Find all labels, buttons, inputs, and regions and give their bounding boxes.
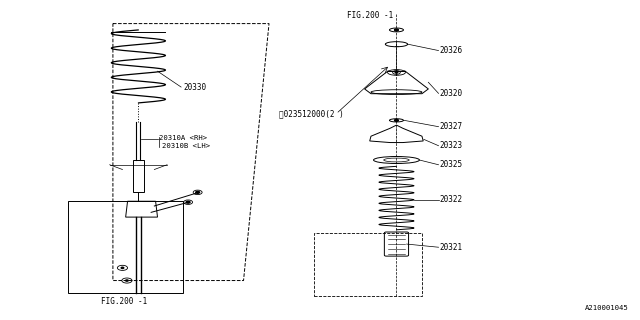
Circle shape	[186, 201, 190, 203]
Text: 20326: 20326	[440, 46, 463, 55]
Text: 20327: 20327	[440, 122, 463, 131]
Circle shape	[394, 29, 398, 31]
Circle shape	[394, 119, 398, 121]
Bar	[68, 201, 183, 293]
Text: 20321: 20321	[440, 243, 463, 252]
Text: 20330: 20330	[183, 83, 206, 92]
Circle shape	[121, 267, 124, 268]
Text: 20310B <LH>: 20310B <LH>	[162, 143, 210, 149]
Text: 20325: 20325	[440, 160, 463, 169]
Circle shape	[125, 280, 128, 281]
Circle shape	[196, 191, 200, 193]
Text: 20323: 20323	[440, 141, 463, 150]
Circle shape	[395, 72, 397, 73]
Bar	[132, 160, 144, 192]
Text: FIG.200 -1: FIG.200 -1	[100, 297, 147, 306]
Text: FIG.200 -1: FIG.200 -1	[347, 11, 393, 20]
Text: A210001045: A210001045	[586, 305, 629, 310]
Text: Ⓝ023512000(2 ): Ⓝ023512000(2 )	[278, 109, 343, 118]
Text: 20320: 20320	[440, 89, 463, 98]
Text: 20310A <RH>: 20310A <RH>	[159, 135, 207, 141]
Text: 20322: 20322	[440, 195, 463, 204]
Bar	[314, 233, 422, 296]
